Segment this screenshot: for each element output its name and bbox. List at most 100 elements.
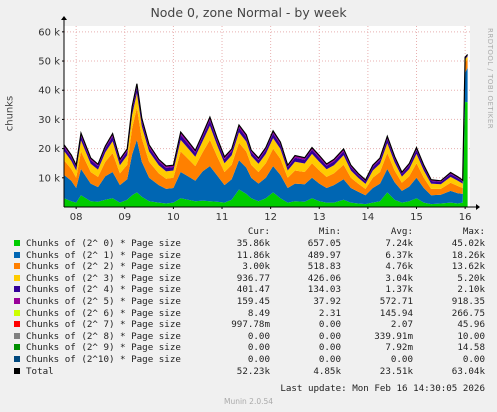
legend-label: Chunks of (2^ 1) * Page size xyxy=(26,249,181,261)
legend-avg: 2.07 xyxy=(390,319,413,331)
legend-label: Chunks of (2^ 2) * Page size xyxy=(26,261,181,273)
legend-avg: 0.00 xyxy=(390,353,413,365)
y-tick-label: 60 k xyxy=(38,27,60,38)
legend-max: 10.00 xyxy=(457,330,485,342)
legend-row: Chunks of (2^ 4) * Page size 401.47 134.03… xyxy=(14,284,494,296)
y-tick-label: 20 k xyxy=(38,144,60,155)
legend-table: Cur: Min: Avg: Max: Chunks of (2^ 0) * P… xyxy=(14,226,494,378)
legend-min: 518.83 xyxy=(307,261,341,273)
stacked-areas xyxy=(64,54,468,207)
legend-avg: 339.91m xyxy=(374,330,413,342)
legend-min: 0.00 xyxy=(318,330,341,342)
legend-swatch xyxy=(14,321,20,328)
x-tick-label: 08 xyxy=(70,212,83,223)
x-tick-label: 14 xyxy=(362,212,375,223)
series-area xyxy=(64,67,468,205)
legend-swatch xyxy=(14,355,20,362)
legend-row: Chunks of (2^ 7) * Page size 997.78m 0.00 2… xyxy=(14,319,494,331)
legend-swatch xyxy=(14,367,20,374)
legend-row: Total 52.23k 4.85k 23.51k 63.04k xyxy=(14,366,494,378)
legend-max: 13.62k xyxy=(451,261,485,273)
legend-cur: 0.00 xyxy=(247,330,270,342)
legend-max: 266.75 xyxy=(451,307,485,319)
y-tick-labels: 10 k 20 k 30 k 40 k 50 k 60 k xyxy=(38,27,60,184)
y-tick-label: 50 k xyxy=(38,57,60,68)
legend-row: Chunks of (2^ 5) * Page size 159.45 37.92 5… xyxy=(14,296,494,308)
legend-swatch xyxy=(14,240,20,246)
legend-cur: 8.49 xyxy=(247,307,270,319)
legend-min: 426.06 xyxy=(307,272,341,284)
legend-row: Chunks of (2^ 0) * Page size 35.86k 657.05… xyxy=(14,238,494,250)
legend-cur: 0.00 xyxy=(247,353,270,365)
legend-label: Chunks of (2^ 9) * Page size xyxy=(26,342,181,354)
legend-min: 0.00 xyxy=(318,342,341,354)
legend-max: 918.35 xyxy=(451,295,485,307)
y-tick-label: 10 k xyxy=(38,173,60,184)
legend-avg: 572.71 xyxy=(379,295,413,307)
chart-svg: 10 k 20 k 30 k 40 k 50 k 60 k 08 09 10 11 12 13 14 1… xyxy=(38,16,480,223)
legend-row: Chunks of (2^ 2) * Page size 3.00k 518.83 4… xyxy=(14,261,494,273)
munin-version: Munin 2.0.54 xyxy=(223,397,274,406)
legend-max: 18.26k xyxy=(451,249,485,261)
legend-min: 0.00 xyxy=(318,319,341,331)
legend-row: Chunks of (2^ 8) * Page size 0.00 0.00 339.… xyxy=(14,331,494,343)
legend-label: Chunks of (2^10) * Page size xyxy=(26,353,181,365)
legend-row: Chunks of (2^ 3) * Page size 936.77 426.06… xyxy=(14,273,494,285)
legend-avg: 7.24k xyxy=(385,238,413,249)
legend-min: 0.00 xyxy=(318,353,341,365)
legend-label: Chunks of (2^ 7) * Page size xyxy=(26,319,181,331)
legend-row: Chunks of (2^ 9) * Page size 0.00 0.00 7.92… xyxy=(14,342,494,354)
total-line xyxy=(63,54,469,182)
legend-cur: 52.23k xyxy=(236,365,270,377)
legend-avg: 7.92m xyxy=(385,342,413,354)
legend-swatch xyxy=(14,251,20,258)
legend-label: Chunks of (2^ 8) * Page size xyxy=(26,330,181,342)
legend-header-max: Max: xyxy=(462,226,485,237)
legend-swatch xyxy=(14,297,20,304)
legend-max: 0.00 xyxy=(462,353,485,365)
legend-min: 489.97 xyxy=(307,249,341,261)
legend-cur: 0.00 xyxy=(247,342,270,354)
legend-cur: 11.86k xyxy=(236,249,270,261)
axes xyxy=(61,16,480,210)
legend-max: 45.96 xyxy=(457,319,485,331)
legend-avg: 4.76k xyxy=(385,261,413,273)
x-tick-label: 15 xyxy=(410,212,423,223)
legend-row: Chunks of (2^10) * Page size 0.00 0.00 0.00… xyxy=(14,354,494,366)
y-tick-label: 30 k xyxy=(38,115,60,126)
legend-swatch xyxy=(14,286,20,293)
legend-max: 45.02k xyxy=(451,238,485,249)
legend-min: 37.92 xyxy=(313,295,341,307)
legend-max: 63.04k xyxy=(451,365,485,377)
rrdtool-watermark: RRDTOOL / TOBI OETIKER xyxy=(486,28,494,130)
legend-avg: 3.04k xyxy=(385,272,413,284)
legend-header-avg: Avg: xyxy=(390,226,413,237)
legend-avg: 1.37k xyxy=(385,284,413,296)
series-area xyxy=(64,56,468,189)
legend-cur: 997.78m xyxy=(231,319,270,331)
x-tick-label: 11 xyxy=(216,212,229,223)
legend-swatch xyxy=(14,344,20,351)
legend-label: Chunks of (2^ 4) * Page size xyxy=(26,284,181,296)
legend-label: Chunks of (2^ 5) * Page size xyxy=(26,295,181,307)
legend-header-cur: Cur: xyxy=(247,226,270,237)
x-tick-label: 10 xyxy=(167,212,180,223)
legend-header: Cur: Min: Avg: Max: xyxy=(14,226,494,238)
x-tick-label: 09 xyxy=(118,212,131,223)
legend-swatch xyxy=(14,263,20,270)
legend-swatch xyxy=(14,332,20,339)
legend-avg: 145.94 xyxy=(379,307,413,319)
legend-avg: 6.37k xyxy=(385,249,413,261)
series-area xyxy=(64,58,468,196)
legend-label: Chunks of (2^ 3) * Page size xyxy=(26,272,181,284)
x-tick-label: 13 xyxy=(313,212,326,223)
total-series-line xyxy=(63,54,469,182)
x-axis-arrow xyxy=(476,204,480,210)
y-axis-arrow xyxy=(61,16,67,20)
legend-min: 4.85k xyxy=(313,365,341,377)
x-tick-label: 12 xyxy=(264,212,277,223)
legend-max: 2.10k xyxy=(457,284,485,296)
legend-swatch xyxy=(14,274,20,281)
last-update: Last update: Mon Feb 16 14:30:05 2026 xyxy=(280,383,485,394)
